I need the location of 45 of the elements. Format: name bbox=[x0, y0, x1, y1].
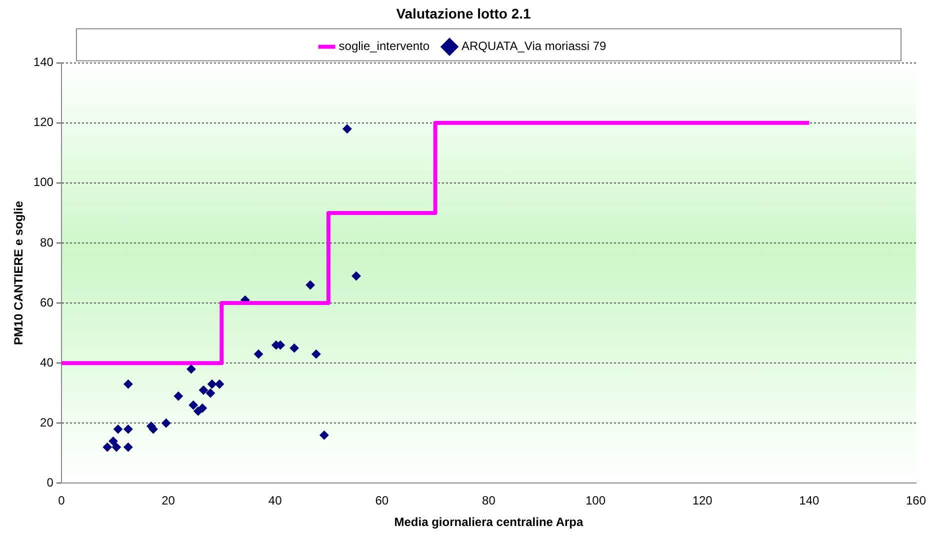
legend-label: soglie_intervento bbox=[338, 39, 430, 54]
point bbox=[306, 280, 315, 290]
point bbox=[124, 424, 133, 434]
y-tick-label: 80 bbox=[40, 235, 54, 250]
x-tick-label: 60 bbox=[375, 494, 389, 508]
point bbox=[198, 386, 208, 395]
point bbox=[102, 442, 112, 452]
legend-label: ARQUATA_Via moriassi 79 bbox=[462, 39, 607, 54]
point bbox=[114, 424, 123, 434]
point bbox=[124, 442, 133, 452]
x-tick-label: 100 bbox=[586, 494, 606, 508]
x-tick-label: 120 bbox=[692, 494, 713, 508]
y-tick-label: 20 bbox=[40, 415, 54, 430]
point bbox=[342, 124, 352, 134]
point bbox=[124, 380, 133, 389]
point bbox=[208, 380, 217, 389]
y-tick-label: 140 bbox=[33, 55, 54, 70]
y-tick-label: 40 bbox=[40, 355, 54, 370]
point bbox=[186, 364, 196, 374]
y-tick-label: 60 bbox=[40, 295, 54, 310]
y-axis-title: PM10 CANTIERE e soglie bbox=[12, 200, 26, 346]
point bbox=[320, 430, 329, 440]
x-tick-label: 160 bbox=[906, 494, 926, 508]
x-tick-label: 40 bbox=[268, 494, 282, 508]
point bbox=[206, 388, 215, 398]
y-tick-label: 0 bbox=[46, 476, 54, 490]
x-axis-title: Media giornaliera centraline Arpa bbox=[394, 515, 584, 530]
point bbox=[174, 392, 183, 401]
x-tick-label: 20 bbox=[162, 494, 176, 508]
point bbox=[215, 380, 224, 389]
y-tick-label: 120 bbox=[33, 115, 54, 130]
point bbox=[112, 442, 121, 452]
point bbox=[188, 400, 198, 410]
point bbox=[198, 404, 207, 413]
point bbox=[352, 272, 361, 281]
point bbox=[254, 350, 264, 359]
point bbox=[108, 436, 118, 446]
point bbox=[312, 350, 321, 359]
x-tick-label: 80 bbox=[482, 494, 496, 508]
y-tick-label: 100 bbox=[33, 175, 54, 190]
point bbox=[162, 418, 171, 428]
x-tick-label: 140 bbox=[799, 494, 820, 508]
point bbox=[290, 344, 299, 353]
x-tick-label: 0 bbox=[58, 494, 66, 508]
chart-title: Valutazione lotto 2.1 bbox=[396, 5, 531, 22]
